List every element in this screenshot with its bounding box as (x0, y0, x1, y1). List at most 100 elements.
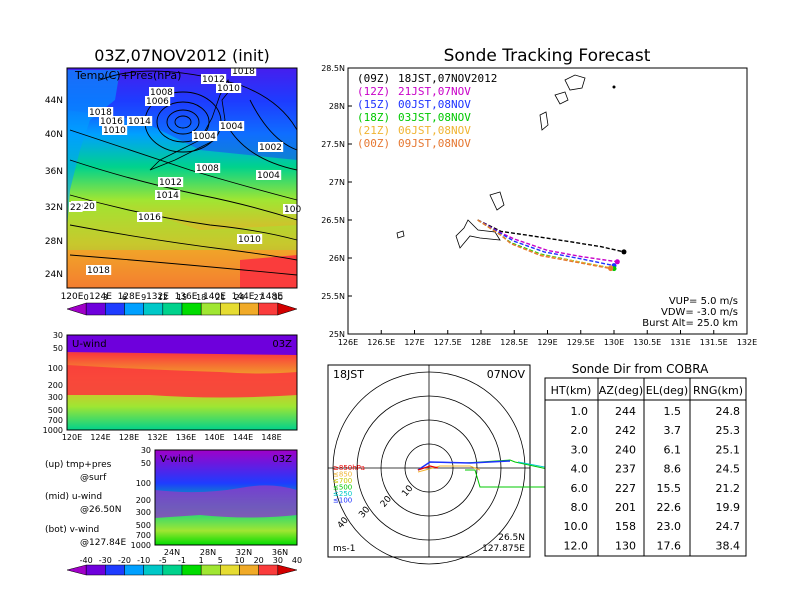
track-param: VUP= 5.0 m/s (669, 296, 738, 307)
track-y-tick: 27.5N (321, 140, 345, 149)
isobar-label: 1014 (128, 117, 151, 127)
map-lon-label: 120E (61, 292, 84, 302)
table-header: EL(deg) (646, 384, 688, 397)
colorbar-label: 15 (177, 293, 187, 302)
track-x-tick: 130E (604, 338, 624, 347)
isobar-label: 1018 (87, 266, 110, 276)
track-param: VDW= -3.0 m/s (661, 307, 738, 318)
polar-level-label: ≥850hPa (333, 464, 365, 472)
colorbar-label: -30 (99, 556, 112, 565)
map-lon-label: 144E (232, 292, 255, 302)
colorbar-swatch (124, 302, 144, 316)
pressure-level-label: 300 (136, 508, 151, 517)
polar-level-label: ≤250 (333, 490, 352, 498)
table-cell: 130 (615, 539, 636, 552)
isobar-label: 1004 (257, 171, 280, 181)
u-lon-label: 120E (62, 433, 82, 442)
pressure-level-label: 700 (136, 531, 151, 540)
table-cell: 1.0 (571, 405, 589, 418)
colorbar-swatch (181, 302, 202, 316)
table-cell: 1.5 (664, 405, 682, 418)
track-legend-code: (18Z) (357, 111, 390, 124)
pressure-level-label: 30 (141, 446, 151, 455)
colorbar-label: 12 (158, 293, 168, 302)
pressure-level-label: 200 (48, 381, 63, 390)
track-title: Sonde Tracking Forecast (444, 46, 651, 66)
track-x-tick: 129E (537, 338, 557, 347)
polar-level-label: ≤700 (333, 477, 352, 485)
table-cell: 6.1 (664, 443, 682, 456)
wind-colorbar: -40 -30 -20 -10 -5 -1 1 5 10 20 30 40 (66, 556, 302, 576)
colorbar-swatch (277, 564, 298, 576)
track-x-tick: 130.5E (633, 338, 661, 347)
track-legend-label: 03JST,08NOV (398, 111, 471, 124)
track-param: Burst Alt= 25.0 km (642, 318, 738, 329)
colorbar-label: -10 (137, 556, 150, 565)
table-cell: 21.2 (716, 482, 741, 495)
u-wind-time: 03Z (272, 339, 292, 350)
polar-level-label: ≤500 (333, 484, 352, 492)
track-x-tick: 128.5E (500, 338, 528, 347)
legend-line: (mid) u-wind (45, 492, 102, 502)
colorbar-label: -20 (118, 556, 131, 565)
isobar-label: 100 (284, 205, 301, 215)
table-cell: 15.5 (657, 482, 682, 495)
isobar-label: 1018 (89, 108, 112, 118)
polar-time: 18JST (333, 368, 364, 381)
isobar-label: 1018 (232, 67, 255, 77)
table-cell: 6.0 (571, 482, 589, 495)
track-y-tick: 26.5N (321, 216, 345, 225)
colorbar-swatch (85, 564, 106, 576)
isobar-label: 1016 (138, 213, 161, 223)
map-lat-label: 44N (45, 96, 63, 106)
colorbar-swatch (162, 564, 183, 576)
table-cell: 227 (615, 482, 636, 495)
isobar-label: 1010 (217, 84, 240, 94)
track-legend-code: (00Z) (357, 137, 390, 150)
table-cell: 25.3 (716, 424, 741, 437)
track-x-tick: 126.5E (367, 338, 395, 347)
map-lat-label: 36N (45, 167, 63, 177)
table-cell: 3.0 (571, 443, 589, 456)
colorbar-label: 30 (273, 293, 283, 302)
track-legend-code: (12Z) (357, 85, 390, 98)
track-x-tick: 131E (670, 338, 690, 347)
table-header: HT(km) (551, 384, 592, 397)
colorbar-swatch (258, 302, 279, 316)
colorbar-label: 5 (218, 556, 223, 565)
table-cell: 22.6 (657, 501, 682, 514)
colorbar-swatch (105, 302, 125, 316)
colorbar-label: 0 (84, 293, 89, 302)
temperature-pressure-map: Temp(C)+Pres(hPa) 1018100810061012101010… (45, 66, 303, 302)
v-wind-label: V-wind (160, 454, 194, 465)
polar-level-label: ≤100 (333, 497, 352, 505)
isobar-label: 1020 (72, 202, 95, 212)
track-y-tick: 25N (329, 330, 345, 339)
colorbar-swatch (124, 564, 144, 576)
table-cell: 242 (615, 424, 636, 437)
legend-line: @127.84E (80, 538, 126, 548)
v-wind-time: 03Z (272, 454, 292, 465)
pressure-level-label: 50 (53, 344, 63, 353)
map-lat-label: 32N (45, 203, 63, 213)
pressure-level-label: 50 (141, 459, 151, 468)
track-legend-label: 09JST,08NOV (398, 137, 471, 150)
table-cell: 240 (615, 443, 636, 456)
track-y-tick: 27N (329, 178, 345, 187)
pressure-level-label: 30 (53, 331, 63, 340)
colorbar-label: -40 (80, 556, 93, 565)
table-cell: 24.5 (716, 463, 741, 476)
v-lat-label: 28N (200, 548, 216, 557)
colorbar-label: 20 (254, 556, 264, 565)
colorbar-label: 27 (254, 293, 264, 302)
table-cell: 8.0 (571, 501, 589, 514)
track-x-tick: 127.5E (434, 338, 462, 347)
colorbar-swatch (66, 564, 87, 576)
track-legend-code: (15Z) (357, 98, 390, 111)
colorbar-label: 21 (215, 293, 225, 302)
track-series-line (477, 219, 615, 267)
